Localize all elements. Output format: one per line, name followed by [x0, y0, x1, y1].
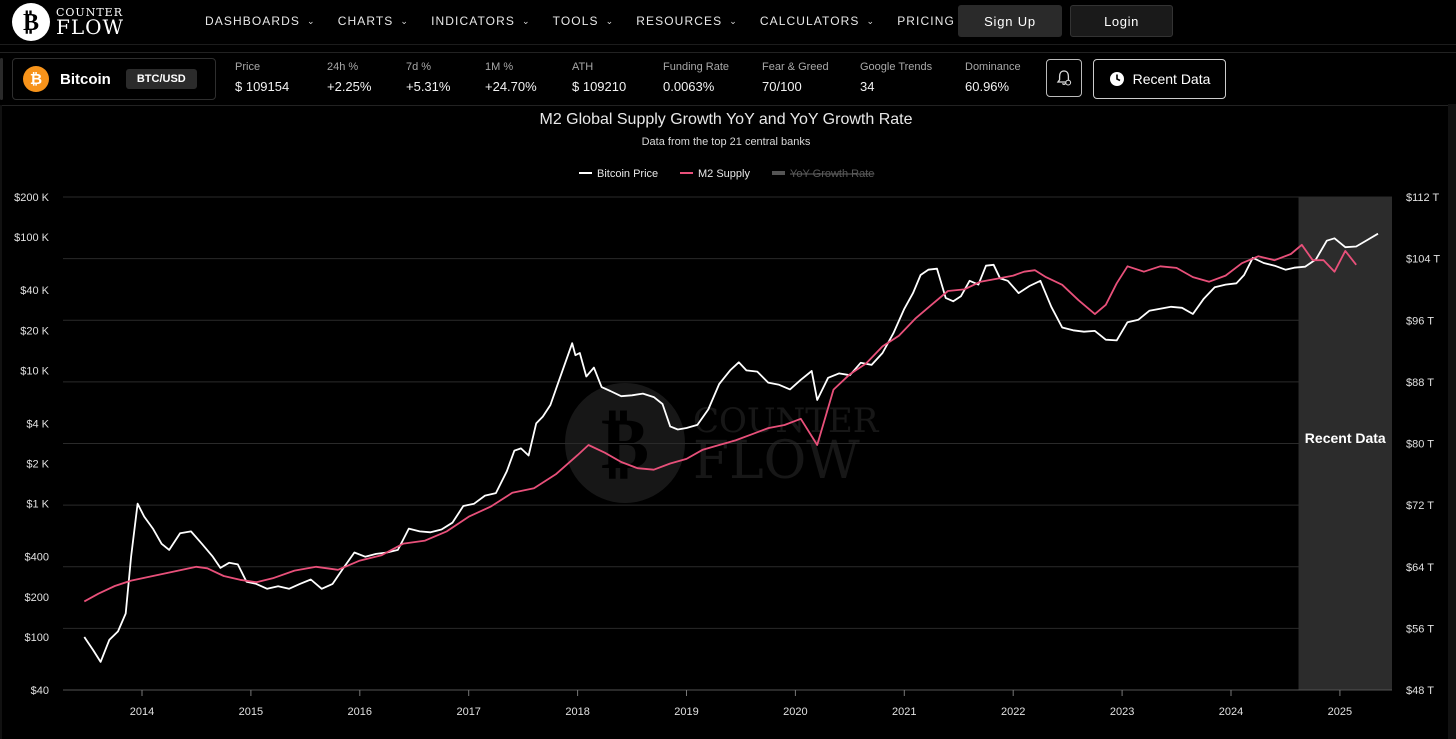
- y-axis-left: $200 K $100 K $40 K $20 K $10 K $4 K $2 K $1 K $…: [14, 192, 50, 697]
- x-tick-label: 2021: [892, 706, 916, 718]
- y-right-tick-label: $80 T: [1406, 439, 1434, 451]
- chevron-down-icon: ⌄: [307, 15, 316, 26]
- legend-item-bitcoin-price[interactable]: Bitcoin Price: [579, 168, 658, 180]
- stat-ath: ATH $ 109210: [572, 61, 627, 94]
- login-button[interactable]: Login: [1070, 5, 1173, 37]
- x-tick-label: 2024: [1219, 706, 1243, 718]
- x-tick-label: 2023: [1110, 706, 1134, 718]
- chevron-down-icon: ⌄: [605, 15, 615, 26]
- menu-resources[interactable]: RESOURCES ⌄: [636, 14, 738, 28]
- y-left-tick-label: $200: [25, 592, 49, 604]
- legend-label: M2 Supply: [698, 168, 750, 180]
- y-left-tick-label: $40 K: [20, 285, 49, 297]
- menu-tools[interactable]: TOOLS ⌄: [552, 14, 615, 28]
- recent-data-button[interactable]: Recent Data: [1093, 59, 1226, 99]
- svg-text:FLOW: FLOW: [693, 431, 860, 491]
- stat-dominance: Dominance 60.96%: [965, 61, 1021, 94]
- stat-fear-greed: Fear & Greed 70/100: [762, 61, 829, 94]
- left-edge-divider: [0, 105, 2, 739]
- bitcoin-price-line: [83, 232, 1379, 663]
- counterflow-watermark: ₿ COUNTER FLOW: [565, 383, 880, 503]
- menu-pricing[interactable]: PRICING: [897, 14, 955, 28]
- stat-google-trends: Google Trends 34: [860, 61, 933, 94]
- y-right-tick-label: $48 T: [1406, 685, 1434, 697]
- chart-legend: Bitcoin Price M2 Supply YoY Growth Rate: [579, 168, 874, 180]
- y-left-tick-label: $1 K: [26, 499, 49, 511]
- stat-price: Price $ 109154: [235, 61, 290, 94]
- ticker-bar: ₿ Bitcoin BTC/USD Price $ 109154 24h % +2.…: [0, 52, 1456, 106]
- chevron-down-icon: ⌄: [866, 15, 876, 26]
- y-right-tick-label: $112 T: [1406, 192, 1440, 204]
- y-axis-right: $112 T $104 T $96 T $88 T $80 T $72 T $64 T $56…: [1406, 192, 1440, 697]
- x-axis: 2014 2015 2016 2017 2018 2019 2020 2021 2022 2023…: [63, 689, 1392, 718]
- bitcoin-icon: ₿: [23, 66, 49, 92]
- x-tick-label: 2016: [348, 706, 372, 718]
- bitcoin-logo-icon: ₿: [12, 3, 50, 41]
- legend-item-yoy-growth-rate[interactable]: YoY Growth Rate: [772, 168, 874, 180]
- sidebar-toggle[interactable]: [0, 58, 3, 100]
- y-left-tick-label: $40: [31, 685, 49, 697]
- menu-indicators[interactable]: INDICATORS ⌄: [431, 14, 531, 28]
- bell-icon: [1056, 70, 1072, 86]
- legend-item-m2-supply[interactable]: M2 Supply: [680, 168, 750, 180]
- pair-badge: BTC/USD: [125, 69, 197, 89]
- x-tick-label: 2022: [1001, 706, 1025, 718]
- menu-calculators[interactable]: CALCULATORS ⌄: [759, 14, 876, 28]
- y-right-tick-label: $72 T: [1406, 500, 1434, 512]
- y-right-tick-label: $96 T: [1406, 315, 1434, 327]
- menu-charts[interactable]: CHARTS ⌄: [337, 14, 410, 28]
- counterflow-logo[interactable]: ₿ COUNTER FLOW: [12, 2, 124, 42]
- legend-label: YoY Growth Rate: [790, 168, 874, 180]
- chevron-down-icon: ⌄: [400, 15, 410, 26]
- logo-line1: COUNTER: [56, 6, 123, 20]
- y-left-tick-label: $100: [25, 632, 49, 644]
- y-left-tick-label: $4 K: [26, 418, 49, 430]
- chevron-down-icon: ⌄: [521, 15, 531, 26]
- stat-7d: 7d % +5.31%: [406, 61, 451, 94]
- x-tick-label: 2019: [674, 706, 698, 718]
- asset-selector[interactable]: ₿ Bitcoin BTC/USD: [12, 58, 216, 100]
- legend-label: Bitcoin Price: [597, 168, 658, 180]
- x-tick-label: 2017: [456, 706, 480, 718]
- y-left-tick-label: $20 K: [20, 325, 49, 337]
- y-left-tick-label: $2 K: [26, 459, 49, 471]
- main-menu: DASHBOARDS ⌄ CHARTS ⌄ INDICATORS ⌄ TOOLS ⌄ R…: [205, 0, 1037, 42]
- legend-swatch: [772, 171, 785, 175]
- stat-1m: 1M % +24.70%: [485, 61, 537, 94]
- x-tick-label: 2020: [783, 706, 807, 718]
- recent-data-region: Recent Data: [1298, 197, 1392, 690]
- x-tick-label: 2018: [565, 706, 589, 718]
- chevron-down-icon: ⌄: [729, 15, 738, 26]
- svg-text:COUNTER: COUNTER: [693, 401, 880, 441]
- y-right-tick-label: $88 T: [1406, 377, 1434, 389]
- chart-subtitle: Data from the top 21 central banks: [642, 136, 811, 148]
- y-right-tick-label: $104 T: [1406, 254, 1440, 266]
- recent-data-label: Recent Data: [1305, 430, 1386, 446]
- y-right-tick-label: $64 T: [1406, 562, 1434, 574]
- stat-funding-rate: Funding Rate 0.0063%: [663, 61, 730, 94]
- asset-name: Bitcoin: [60, 70, 111, 88]
- logo-line2: FLOW: [56, 14, 125, 39]
- chart-series: [83, 232, 1379, 663]
- y-right-tick-label: $56 T: [1406, 623, 1434, 635]
- top-navigation: ₿ COUNTER FLOW DASHBOARDS ⌄ CHARTS ⌄ INDIC…: [0, 0, 1456, 45]
- menu-dashboards[interactable]: DASHBOARDS ⌄: [205, 14, 316, 28]
- y-left-tick-label: $200 K: [14, 192, 50, 204]
- m2-supply-chart: ₿ COUNTER FLOW Recent Data $200 K$100 K$…: [14, 111, 1440, 718]
- page-scrollbar[interactable]: [1448, 104, 1456, 739]
- m2-supply-line: [83, 243, 1357, 603]
- y-left-tick-label: $400: [25, 552, 49, 564]
- stat-24h: 24h % +2.25%: [327, 61, 372, 94]
- recent-data-shade: [1298, 197, 1392, 690]
- chart-title: M2 Global Supply Growth YoY and YoY Grow…: [540, 111, 913, 128]
- y-left-tick-label: $10 K: [20, 365, 49, 377]
- clock-icon: [1109, 72, 1124, 86]
- x-tick-label: 2015: [239, 706, 263, 718]
- alert-bell-button[interactable]: [1046, 59, 1082, 97]
- svg-text:₿: ₿: [601, 400, 649, 485]
- sign-up-button[interactable]: Sign Up: [958, 5, 1062, 37]
- y-left-tick-label: $100 K: [14, 232, 50, 244]
- x-tick-label: 2014: [130, 706, 154, 718]
- x-tick-label: 2025: [1328, 706, 1352, 718]
